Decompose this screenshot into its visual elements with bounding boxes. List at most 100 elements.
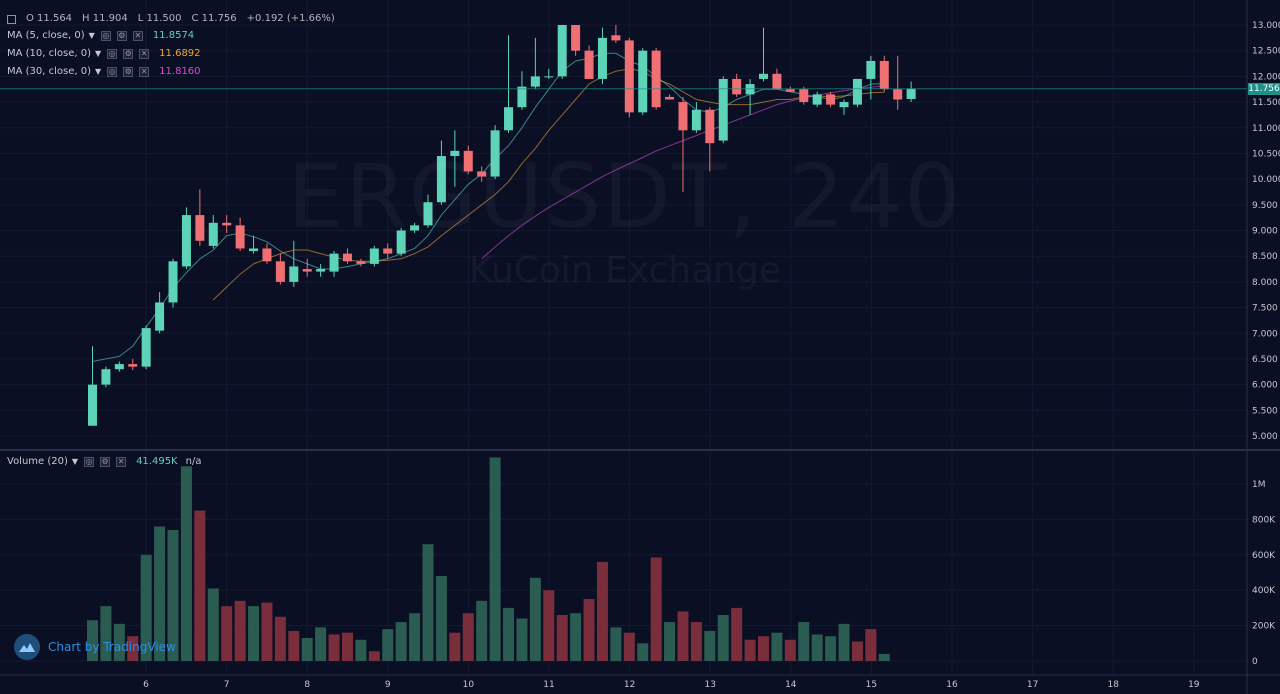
candle-body[interactable] [705, 109, 715, 144]
candle-body[interactable] [88, 384, 97, 426]
candle-body[interactable] [141, 328, 151, 367]
volume-bar[interactable] [127, 636, 139, 661]
volume-bar[interactable] [516, 618, 528, 661]
candle-body[interactable] [128, 364, 138, 367]
volume-bar[interactable] [355, 639, 367, 661]
volume-bar[interactable] [194, 510, 206, 661]
candle-body[interactable] [799, 89, 809, 103]
candle-body[interactable] [249, 248, 259, 252]
candle-body[interactable] [262, 248, 272, 262]
volume-bar[interactable] [234, 600, 246, 661]
candle-body[interactable] [155, 302, 165, 331]
candle-body[interactable] [597, 37, 607, 79]
candle-body[interactable] [718, 78, 728, 141]
candle-body[interactable] [879, 60, 889, 90]
candle-body[interactable] [181, 215, 191, 267]
candle-body[interactable] [812, 94, 822, 105]
volume-bar[interactable] [476, 600, 488, 661]
volume-bar[interactable] [865, 629, 877, 661]
volume-bar[interactable] [878, 653, 890, 661]
volume-bar[interactable] [140, 554, 152, 661]
volume-bar[interactable] [570, 613, 582, 661]
candle-body[interactable] [383, 248, 393, 254]
candle-body[interactable] [436, 156, 446, 203]
candle-body[interactable] [785, 89, 795, 92]
volume-bar[interactable] [261, 602, 273, 661]
chevron-down-icon[interactable]: ▼ [95, 67, 102, 76]
candle-body[interactable] [759, 73, 768, 79]
candle-body[interactable] [302, 269, 312, 272]
candle-body[interactable] [463, 150, 473, 172]
candle-body[interactable] [651, 50, 661, 108]
eye-icon[interactable]: ◎ [100, 31, 111, 41]
volume-bar[interactable] [328, 634, 340, 661]
candlestick-series[interactable] [88, 25, 916, 426]
candle-body[interactable] [517, 86, 527, 108]
volume-bar[interactable] [758, 636, 769, 661]
candle-body[interactable] [356, 261, 366, 264]
volume-bar[interactable] [100, 606, 112, 661]
ma5-legend[interactable]: MA (5, close, 0) ▼ ◎ ⚙ ✕ 11.8574 [7, 30, 194, 42]
candle-body[interactable] [826, 94, 836, 105]
candle-body[interactable] [369, 248, 379, 264]
candle-body[interactable] [839, 102, 849, 108]
settings-icon[interactable]: ⚙ [100, 457, 111, 467]
candle-body[interactable] [450, 150, 460, 157]
tradingview-badge[interactable]: Chart by TradingView [14, 634, 176, 660]
candle-body[interactable] [504, 107, 514, 131]
volume-bar[interactable] [623, 632, 635, 661]
volume-bar[interactable] [529, 577, 541, 661]
candle-body[interactable] [584, 50, 594, 79]
volume-bar[interactable] [368, 651, 380, 661]
volume-bar[interactable] [221, 606, 233, 661]
candle-body[interactable] [611, 35, 621, 41]
candle-body[interactable] [329, 253, 339, 272]
volume-bar[interactable] [462, 613, 474, 661]
candle-body[interactable] [342, 253, 352, 262]
volume-bar[interactable] [744, 639, 756, 661]
ma10-legend[interactable]: MA (10, close, 0) ▼ ◎ ⚙ ✕ 11.6892 [7, 48, 201, 60]
candle-body[interactable] [222, 222, 232, 226]
volume-bar[interactable] [395, 622, 407, 661]
candle-body[interactable] [772, 73, 782, 90]
close-icon[interactable]: ✕ [132, 31, 143, 41]
candle-body[interactable] [289, 266, 299, 282]
volume-bar[interactable] [489, 457, 501, 661]
volume-bar[interactable] [87, 620, 98, 661]
candle-body[interactable] [638, 50, 648, 113]
volume-bar[interactable] [677, 611, 689, 661]
eye-icon[interactable]: ◎ [107, 67, 118, 77]
candle-body[interactable] [410, 225, 420, 231]
candle-body[interactable] [316, 269, 326, 272]
chevron-down-icon[interactable]: ▼ [95, 49, 102, 58]
candle-body[interactable] [745, 84, 755, 95]
volume-bar[interactable] [851, 641, 863, 661]
settings-icon[interactable]: ⚙ [123, 67, 134, 77]
candle-body[interactable] [624, 40, 634, 113]
volume-bar[interactable] [731, 607, 743, 661]
candle-body[interactable] [477, 171, 487, 177]
candle-body[interactable] [114, 364, 124, 370]
eye-icon[interactable]: ◎ [107, 49, 118, 59]
volume-bar[interactable] [180, 466, 192, 661]
candle-body[interactable] [275, 261, 285, 282]
volume-legend[interactable]: Volume (20) ▼ ◎ ⚙ ✕ 41.495K n/a [7, 456, 201, 468]
volume-bar[interactable] [650, 557, 662, 661]
volume-bar[interactable] [771, 632, 783, 661]
close-icon[interactable]: ✕ [116, 457, 127, 467]
candle-body[interactable] [208, 222, 218, 246]
candle-body[interactable] [423, 202, 433, 226]
candle-body[interactable] [866, 60, 876, 79]
volume-bar[interactable] [664, 622, 676, 661]
candle-body[interactable] [557, 25, 567, 77]
volume-bar[interactable] [798, 622, 810, 661]
volume-bar[interactable] [207, 588, 219, 661]
candle-body[interactable] [530, 76, 540, 87]
volume-bar[interactable] [167, 530, 179, 661]
volume-bar[interactable] [288, 630, 300, 661]
candle-body[interactable] [665, 96, 675, 100]
volume-bar[interactable] [409, 613, 421, 661]
volume-bar[interactable] [838, 623, 850, 661]
volume-bar[interactable] [556, 614, 568, 661]
